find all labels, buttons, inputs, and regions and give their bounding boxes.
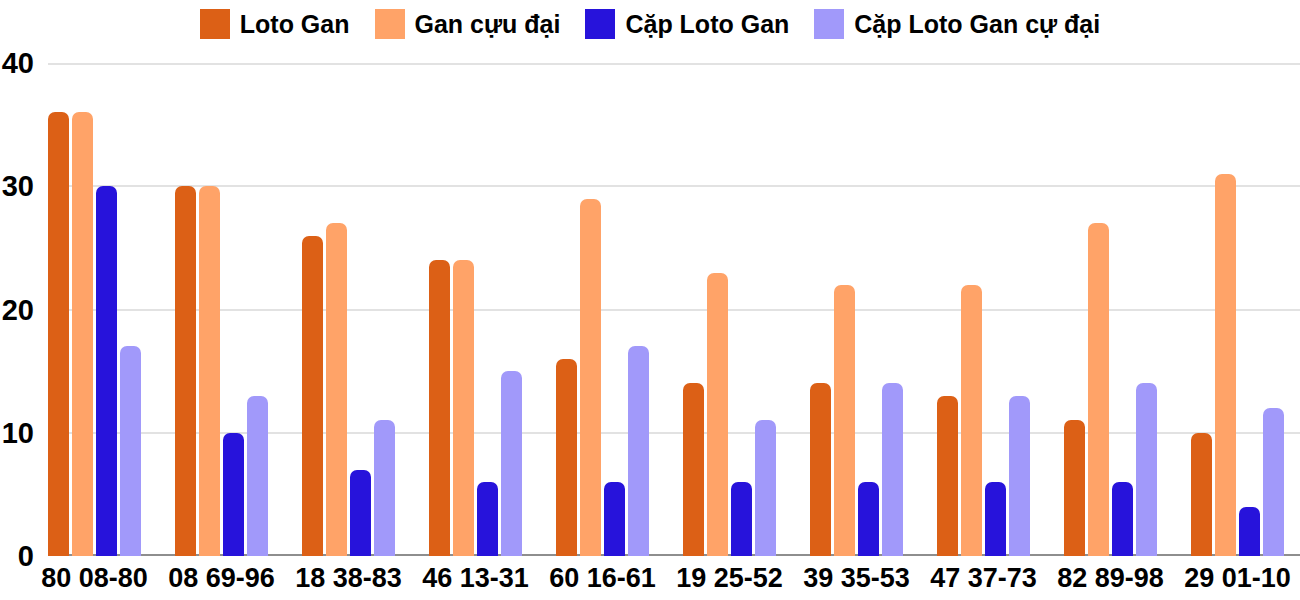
bar-group-6 — [683, 63, 776, 556]
bar-cap-loto-gan-cu-dai[interactable] — [120, 346, 141, 556]
bar-loto-gan[interactable] — [429, 260, 450, 556]
grouped-bar-chart: Loto Gan Gan cựu đại Cặp Loto Gan Cặp Loto … — [0, 0, 1300, 600]
bar-gan-cuu-dai[interactable] — [453, 260, 474, 556]
legend-item-loto-gan: Loto Gan — [200, 9, 350, 39]
bar-gan-cuu-dai[interactable] — [199, 186, 220, 556]
bar-cap-loto-gan-cu-dai[interactable] — [501, 371, 522, 556]
bar-cap-loto-gan[interactable] — [477, 482, 498, 556]
bar-gan-cuu-dai[interactable] — [580, 199, 601, 556]
x-axis-label: 18 38-83 — [302, 564, 395, 592]
y-tick-label: 0 — [18, 542, 34, 571]
bar-cap-loto-gan[interactable] — [985, 482, 1006, 556]
legend-item-cap-loto-gan: Cặp Loto Gan — [585, 9, 789, 39]
bar-group-3 — [302, 63, 395, 556]
bar-group-4 — [429, 63, 522, 556]
y-tick-label: 20 — [2, 296, 34, 325]
bar-cap-loto-gan[interactable] — [731, 482, 752, 556]
bar-cap-loto-gan-cu-dai[interactable] — [628, 346, 649, 556]
bar-gan-cuu-dai[interactable] — [961, 285, 982, 556]
x-axis-label: 08 69-96 — [175, 564, 268, 592]
bar-group-1 — [48, 63, 141, 556]
y-tick-label: 30 — [2, 172, 34, 201]
y-tick-label: 40 — [2, 49, 34, 78]
bar-cap-loto-gan[interactable] — [1239, 507, 1260, 556]
bar-loto-gan[interactable] — [556, 359, 577, 556]
bar-gan-cuu-dai[interactable] — [72, 112, 93, 556]
legend-item-gan-cuu-dai: Gan cựu đại — [375, 9, 561, 39]
x-axis-label: 39 35-53 — [810, 564, 903, 592]
bar-cap-loto-gan[interactable] — [1112, 482, 1133, 556]
x-axis-label: 80 08-80 — [48, 564, 141, 592]
x-axis-label-text: 08 69-96 — [168, 564, 275, 592]
legend-item-cap-loto-gan-cu-dai: Cặp Loto Gan cự đại — [814, 9, 1100, 39]
bar-loto-gan[interactable] — [937, 396, 958, 556]
bar-loto-gan[interactable] — [175, 186, 196, 556]
bar-loto-gan[interactable] — [1064, 420, 1085, 556]
bar-group-5 — [556, 63, 649, 556]
x-axis-labels: 80 08-80 08 69-96 18 38-83 46 13-31 60 16-61… — [48, 564, 1284, 592]
x-axis-label: 60 16-61 — [556, 564, 649, 592]
x-axis-label-text: 18 38-83 — [295, 564, 402, 592]
x-axis-label-text: 29 01-10 — [1184, 564, 1291, 592]
bar-group-7 — [810, 63, 903, 556]
x-axis-label-text: 60 16-61 — [549, 564, 656, 592]
legend-swatch-cap-loto-gan-cu-dai — [814, 9, 844, 39]
y-tick-label: 10 — [2, 419, 34, 448]
bar-gan-cuu-dai[interactable] — [1215, 174, 1236, 556]
bar-cap-loto-gan[interactable] — [604, 482, 625, 556]
bar-cap-loto-gan[interactable] — [350, 470, 371, 556]
legend-label: Loto Gan — [240, 10, 350, 39]
x-axis-label: 47 37-73 — [937, 564, 1030, 592]
bar-group-10 — [1191, 63, 1284, 556]
bar-cap-loto-gan-cu-dai[interactable] — [374, 420, 395, 556]
bar-cap-loto-gan-cu-dai[interactable] — [247, 396, 268, 556]
plot-area — [48, 63, 1284, 556]
legend-swatch-cap-loto-gan — [585, 9, 615, 39]
bar-loto-gan[interactable] — [810, 383, 831, 556]
x-axis-label-text: 39 35-53 — [803, 564, 910, 592]
bar-gan-cuu-dai[interactable] — [326, 223, 347, 556]
bar-group-2 — [175, 63, 268, 556]
bar-loto-gan[interactable] — [683, 383, 704, 556]
legend-swatch-gan-cuu-dai — [375, 9, 405, 39]
x-axis-label-text: 46 13-31 — [422, 564, 529, 592]
bar-gan-cuu-dai[interactable] — [834, 285, 855, 556]
bar-loto-gan[interactable] — [48, 112, 69, 556]
x-axis-label: 19 25-52 — [683, 564, 776, 592]
chart-legend: Loto Gan Gan cựu đại Cặp Loto Gan Cặp Loto … — [0, 9, 1300, 39]
legend-swatch-loto-gan — [200, 9, 230, 39]
x-axis-label: 82 89-98 — [1064, 564, 1157, 592]
x-axis-label: 46 13-31 — [429, 564, 522, 592]
bar-cap-loto-gan[interactable] — [223, 433, 244, 556]
x-axis-label: 29 01-10 — [1191, 564, 1284, 592]
legend-label: Gan cựu đại — [415, 10, 561, 39]
bar-cap-loto-gan-cu-dai[interactable] — [1009, 396, 1030, 556]
bar-group-9 — [1064, 63, 1157, 556]
x-axis-label-text: 80 08-80 — [41, 564, 148, 592]
bar-cap-loto-gan-cu-dai[interactable] — [882, 383, 903, 556]
bar-gan-cuu-dai[interactable] — [707, 273, 728, 556]
bar-cap-loto-gan-cu-dai[interactable] — [1263, 408, 1284, 556]
legend-label: Cặp Loto Gan cự đại — [854, 10, 1100, 39]
x-axis-label-text: 47 37-73 — [930, 564, 1037, 592]
x-axis-label-text: 19 25-52 — [676, 564, 783, 592]
bar-cap-loto-gan-cu-dai[interactable] — [1136, 383, 1157, 556]
bar-cap-loto-gan-cu-dai[interactable] — [755, 420, 776, 556]
y-axis-labels: 010203040 — [0, 63, 34, 556]
bar-loto-gan[interactable] — [1191, 433, 1212, 556]
bar-gan-cuu-dai[interactable] — [1088, 223, 1109, 556]
x-axis-label-text: 82 89-98 — [1057, 564, 1164, 592]
bar-cap-loto-gan[interactable] — [858, 482, 879, 556]
bar-cap-loto-gan[interactable] — [96, 186, 117, 556]
bar-loto-gan[interactable] — [302, 236, 323, 556]
legend-label: Cặp Loto Gan — [625, 10, 789, 39]
bar-group-8 — [937, 63, 1030, 556]
